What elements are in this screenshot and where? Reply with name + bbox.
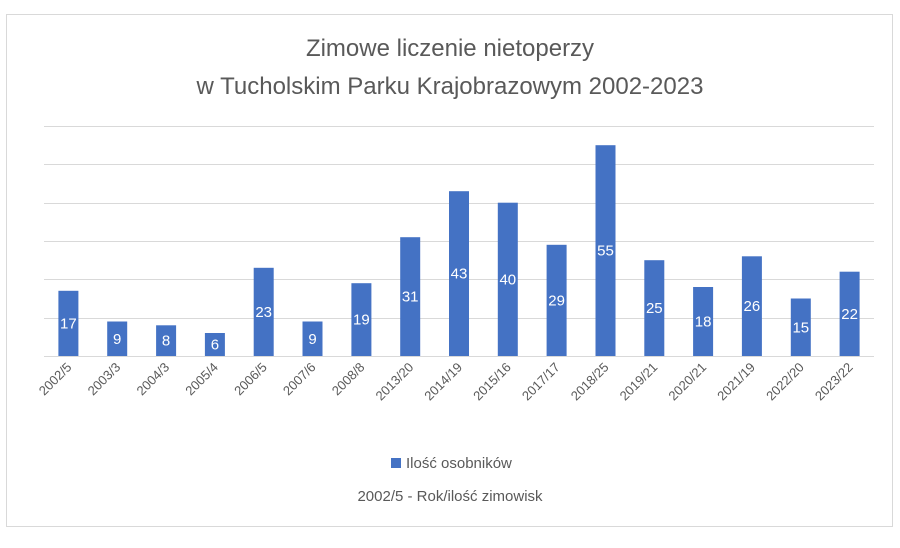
bar-value-label: 18: [695, 314, 712, 331]
bar-value-label: 19: [353, 312, 370, 329]
legend-label: Ilość osobników: [406, 455, 512, 472]
bar: [693, 287, 714, 356]
bar: [741, 256, 762, 356]
bar: [595, 145, 616, 356]
bar-value-label: 29: [548, 292, 565, 309]
legend-swatch: [391, 458, 401, 468]
bar-value-label: 40: [499, 271, 516, 288]
bar: [107, 321, 128, 356]
legend: Ilość osobników: [391, 455, 512, 472]
bar-value-label: 9: [308, 331, 316, 348]
bar: [790, 298, 811, 356]
bar-value-label: 55: [597, 243, 614, 260]
bar-value-label: 23: [255, 304, 272, 321]
bar-value-label: 22: [841, 306, 858, 323]
bar: [58, 290, 79, 356]
bar-value-label: 9: [113, 331, 121, 348]
bar: [204, 333, 225, 356]
chart-title-line-1: Zimowe liczenie nietoperzy: [306, 35, 594, 62]
bar-value-label: 6: [211, 337, 219, 354]
chart-title-line-2: w Tucholskim Parku Krajobrazowym 2002-20…: [196, 73, 704, 100]
bar-value-label: 43: [451, 266, 468, 283]
bar: [449, 191, 469, 356]
bar-value-label: 25: [646, 300, 663, 317]
bar: [253, 267, 274, 356]
bar: [644, 260, 665, 356]
bar-value-label: 31: [402, 289, 419, 306]
bar-value-label: 8: [162, 333, 170, 350]
bars: 17 9 8 6 23 9 19 31 43 40 29 55 25 18 26 15 22: [58, 145, 860, 356]
bar: [351, 283, 372, 356]
bar: [546, 244, 567, 356]
bar-value-label: 26: [744, 298, 761, 315]
bar: [400, 237, 421, 356]
bar: [497, 202, 518, 356]
bar: [839, 271, 860, 356]
bar: [302, 321, 323, 356]
bar-value-label: 17: [60, 315, 77, 332]
bar-value-label: 15: [792, 319, 809, 336]
bar: [156, 325, 177, 356]
chart-footnote: 2002/5 - Rok/ilość zimowisk: [357, 488, 543, 505]
